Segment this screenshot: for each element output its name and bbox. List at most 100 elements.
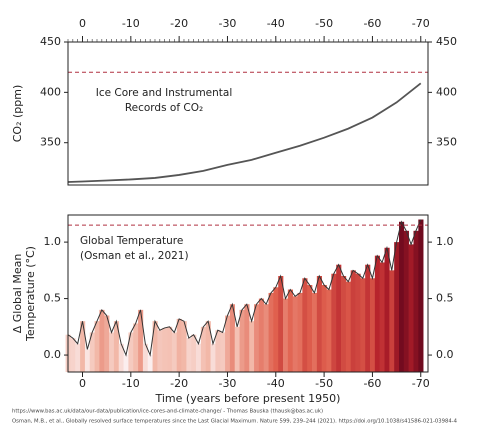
area-strip [258,298,265,372]
area-strip [118,343,124,372]
x-tick-label: -50 [315,17,333,30]
area-strip [123,355,129,372]
area-strip [283,298,289,372]
y-tick-label: 0.0 [436,348,454,361]
x-axis-label: Time (years before present 1950) [155,392,341,405]
area-strip [350,270,356,372]
area-strip [133,323,139,372]
area-strip [181,321,187,372]
x-tick-label: -20 [170,377,188,390]
area-strip [99,309,105,372]
x-tick-label: -50 [315,377,333,390]
area-strip [215,330,221,372]
x-tick-label: -20 [170,17,188,30]
x-tick-label: 0 [79,377,86,390]
area-strip [191,334,197,372]
area-strip [70,338,76,372]
area-strip [254,304,260,372]
area-strip [302,278,308,372]
annotation: Ice Core and Instrumental Records of CO₂ [96,87,233,114]
x-tick-label: -30 [218,377,236,390]
area-strip [365,264,371,372]
area-strip [80,321,86,372]
area-strip [75,343,81,372]
area-strip [249,321,255,372]
area-strip [379,262,385,372]
area-strip [307,285,313,372]
y-tick-label: 450 [40,35,61,48]
area-strip [200,326,207,372]
area-strip [297,292,303,372]
area-strip [331,273,337,372]
area-strip [413,230,419,372]
y-axis-label: CO₂ (ppm) [11,85,24,143]
area-strip [196,343,202,372]
area-strip [384,247,390,372]
plot-frame [67,214,429,373]
y-axis-label: Temperature (°C) [24,246,37,342]
area-strip [374,255,380,372]
y-tick-label: 0.5 [436,292,454,305]
x-tick-label: -70 [412,377,430,390]
data-line [67,82,422,183]
area-strip [273,287,279,372]
area-strip [142,343,149,372]
area-strip [244,304,250,372]
area-strip [239,309,245,372]
area-strip [268,292,274,372]
area-strip [263,304,269,372]
area-strip [138,309,144,372]
area-strip [389,270,395,372]
area-strip [316,275,322,372]
annotation-line: Records of CO₂ [125,102,203,114]
area-strip [418,219,424,372]
area-strip [171,332,178,372]
y-tick-label: 1.0 [436,235,454,248]
y-axis-label: Δ Global Mean [11,254,24,334]
area-strip [128,332,134,372]
area-strip [360,278,366,372]
y-tick-label: 350 [40,136,61,149]
annotation-line: (Osman et al., 2021) [80,250,189,262]
x-tick-label: -30 [218,17,236,30]
area-strip [113,321,120,372]
x-tick-label: -70 [412,17,430,30]
area-strip [225,315,231,372]
area-strip [355,273,361,372]
area-strip [157,330,163,372]
area-strip [162,327,168,372]
area-strip [370,278,376,372]
area-strip [326,289,332,372]
area-strip [234,326,240,372]
plot-frame [67,41,429,186]
area-strip [278,275,284,372]
x-tick-label: -10 [122,17,140,30]
area-strip [167,326,173,372]
annotation-line: Global Temperature [80,235,183,247]
x-tick-label: -60 [363,17,381,30]
area-strip [408,244,414,372]
area-strip [84,349,91,372]
y-tick-label: 0.5 [44,292,62,305]
area-strip [341,275,347,372]
area-strip [152,321,158,372]
footer-line: https://www.bas.ac.uk/data/our-data/publ… [12,409,323,415]
area-strip [292,296,298,372]
area-strip [345,281,351,372]
area-strip [229,304,236,372]
y-tick-label: 1.0 [44,235,62,248]
x-tick-label: -40 [267,377,285,390]
x-tick-label: -10 [122,377,140,390]
area-strip [89,332,95,372]
area-strip [94,321,100,372]
area-strip [176,318,182,372]
area-strip [104,315,110,372]
area-strip [312,292,318,372]
x-tick-label: -40 [267,17,285,30]
area-strip [287,289,293,372]
area-strip [109,332,115,372]
area-strip [394,242,400,372]
area-strip [210,343,216,372]
area-strip [147,355,153,372]
